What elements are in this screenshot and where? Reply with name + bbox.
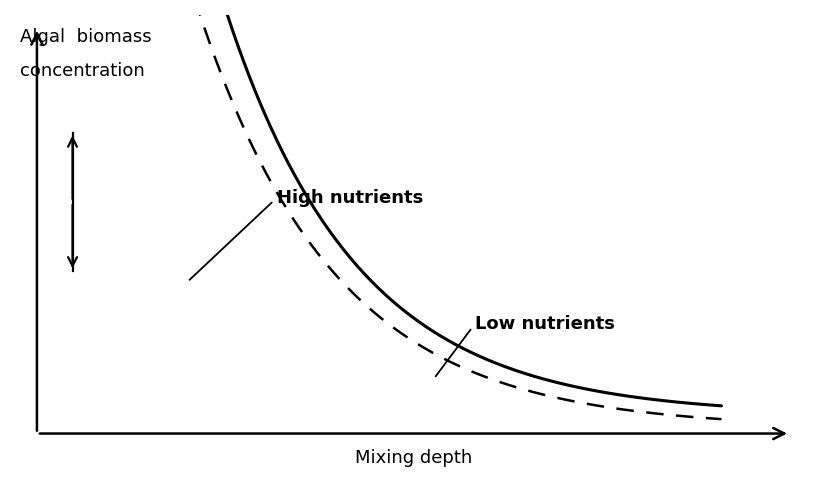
- Text: Algal  biomass: Algal biomass: [20, 28, 152, 46]
- Text: Mixing depth: Mixing depth: [355, 449, 472, 467]
- Text: High nutrients: High nutrients: [189, 189, 423, 280]
- Text: concentration: concentration: [20, 62, 144, 80]
- Text: Low nutrients: Low nutrients: [435, 315, 614, 376]
